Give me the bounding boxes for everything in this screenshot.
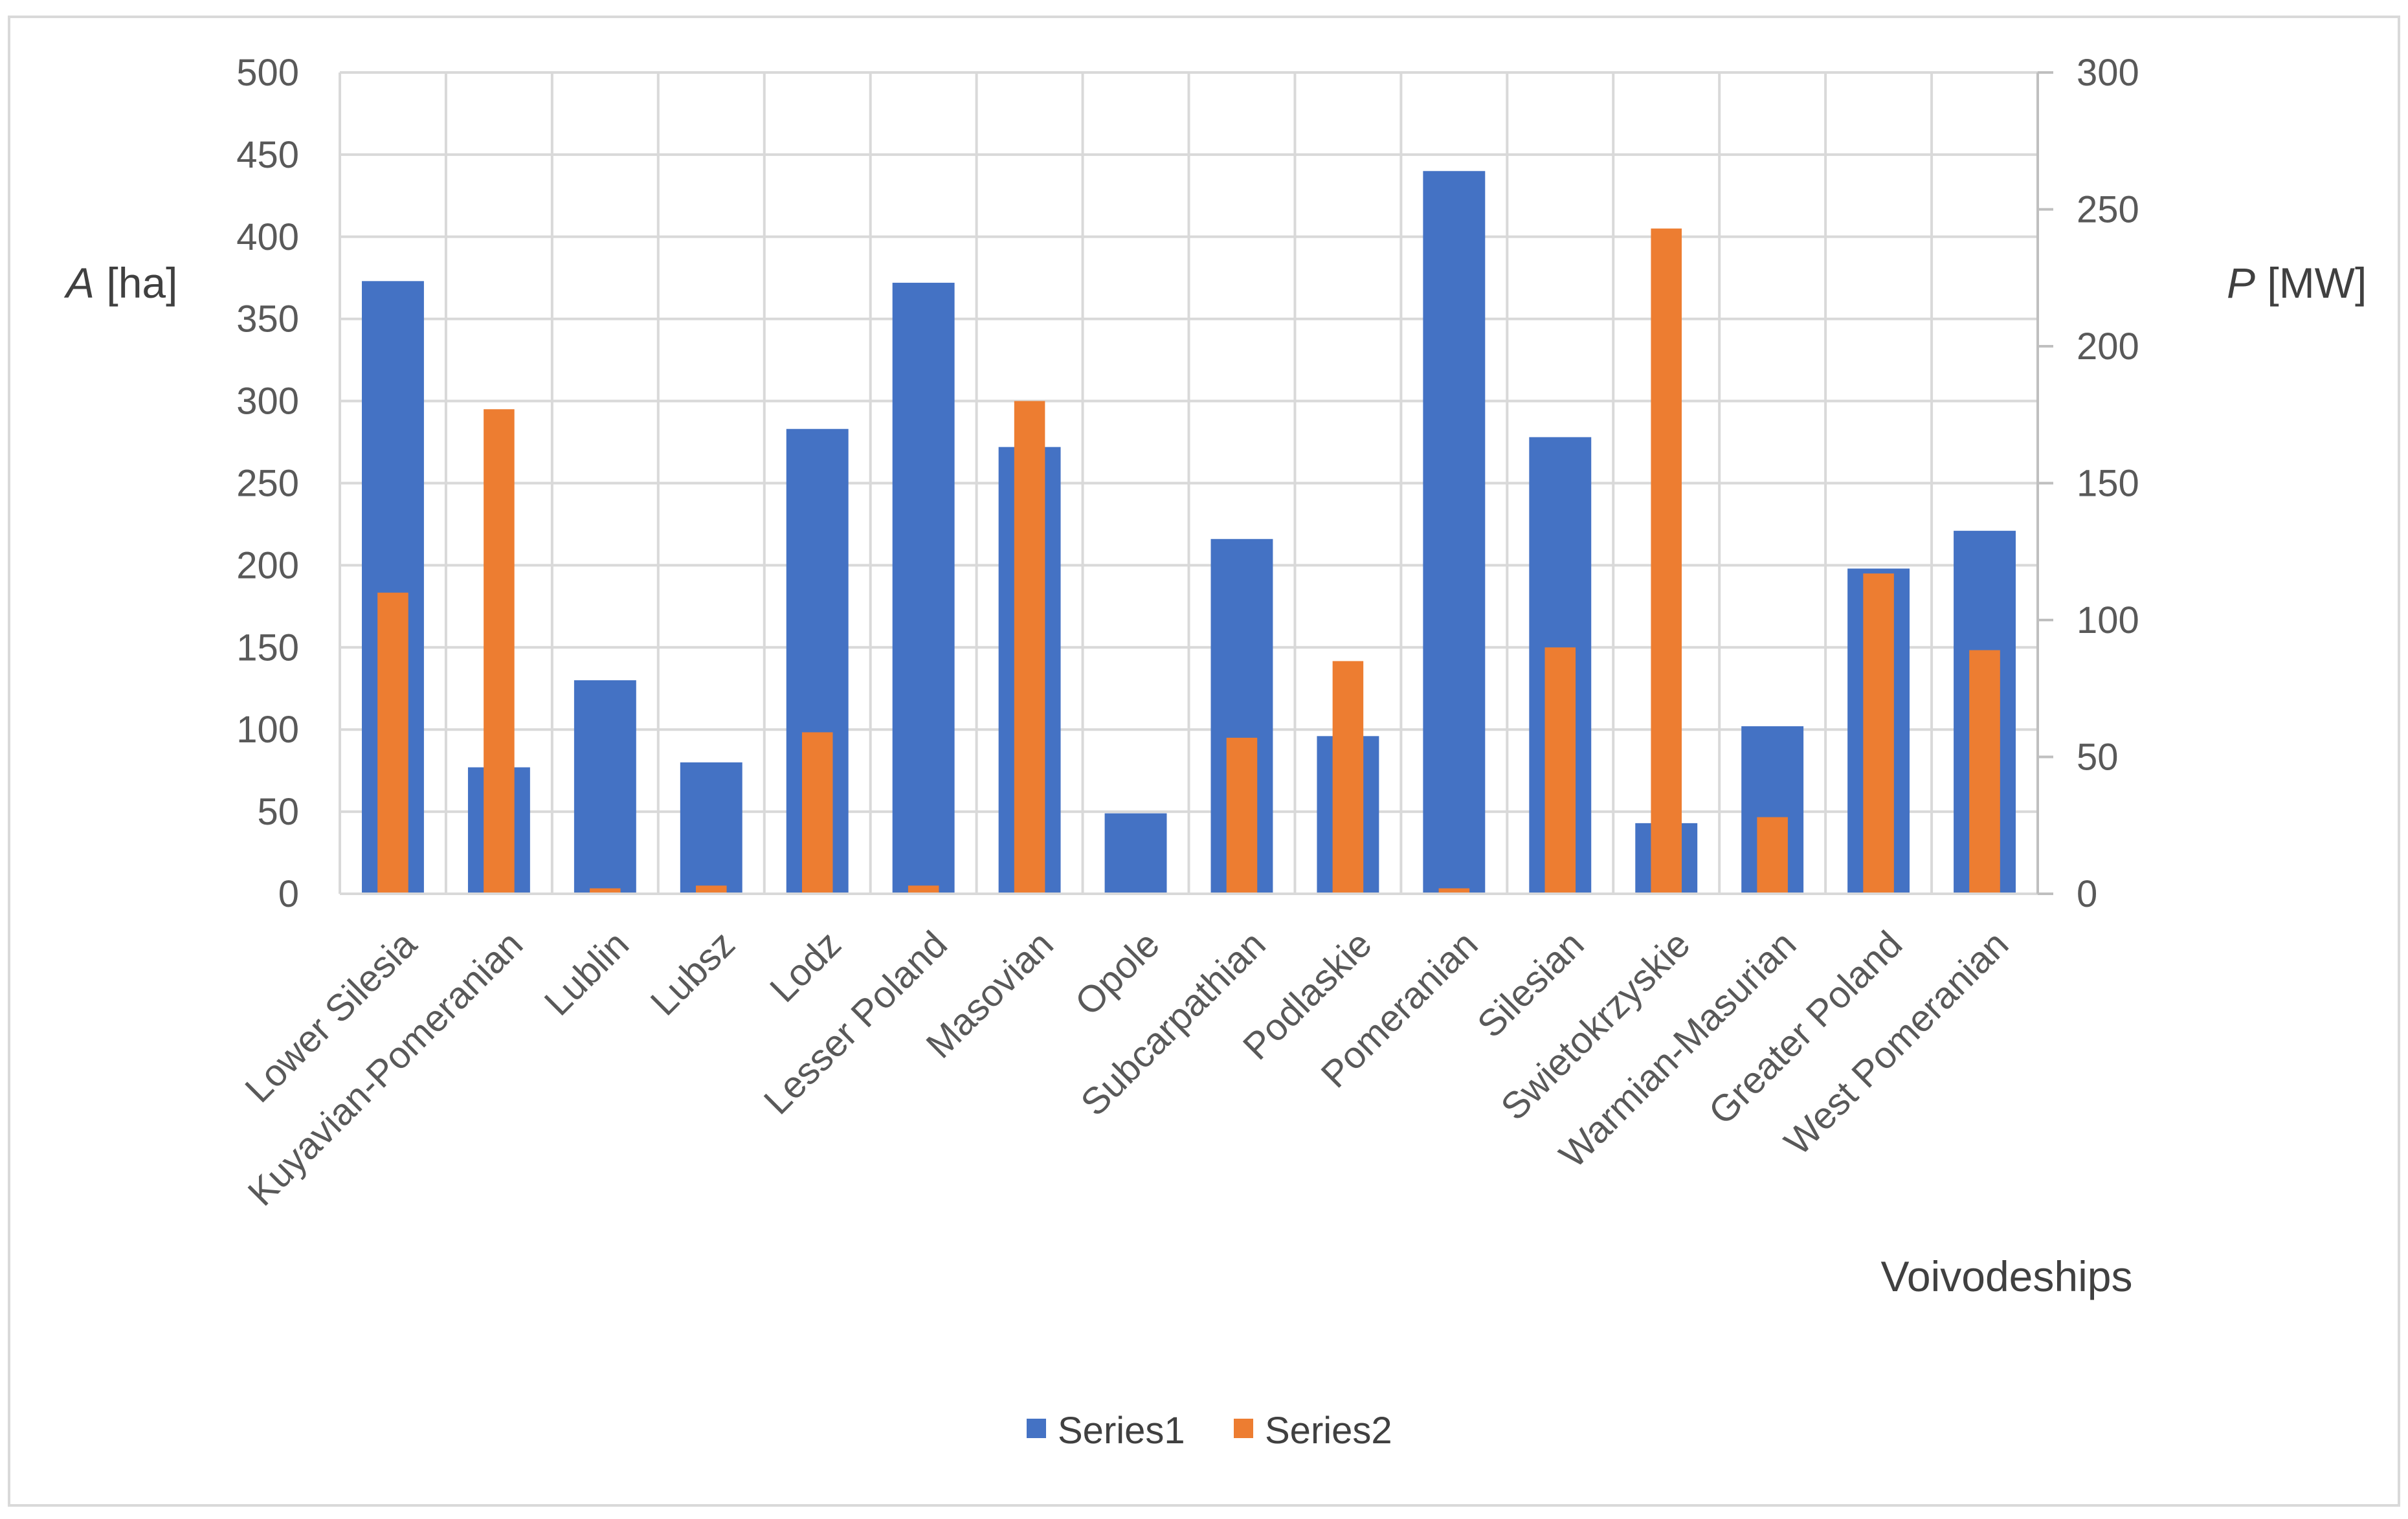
bar-series2 — [801, 732, 833, 894]
bar-series1 — [574, 680, 636, 894]
y-tick-label: 500 — [236, 52, 299, 94]
y2-tick-label: 300 — [2077, 52, 2139, 94]
legend-label-series1: Series1 — [1058, 1410, 1185, 1452]
legend-swatch-series2 — [1234, 1419, 1253, 1438]
bar-series1 — [1104, 813, 1167, 894]
y-tick-label: 100 — [236, 709, 299, 751]
axes — [340, 71, 2053, 895]
legend-swatch-series1 — [1027, 1419, 1046, 1438]
series2-bars — [377, 228, 2000, 894]
bar-series2 — [1969, 650, 2000, 894]
x-axis-title: Voivodeships — [1881, 1252, 2133, 1300]
bar-series2 — [1544, 647, 1576, 894]
y-axis-left-ticks: 0 50 100 150 200 250 300 350 400 450 500 — [236, 52, 299, 915]
y-tick-label: 150 — [236, 626, 299, 669]
bar-series2 — [1651, 228, 1682, 894]
bar-series2 — [1332, 661, 1364, 894]
y-tick-label: 450 — [236, 134, 299, 176]
y2-tick-label: 150 — [2077, 463, 2139, 505]
y2-tick-label: 250 — [2077, 189, 2139, 231]
bar-series2 — [1863, 573, 1894, 894]
y2-tick-label: 50 — [2077, 737, 2119, 779]
bar-series2 — [1438, 888, 1470, 894]
bar-series1 — [680, 762, 742, 894]
y-axis-right-ticks: 0 50 100 150 200 250 300 — [2077, 52, 2139, 915]
bar-series2 — [377, 592, 408, 894]
y-tick-label: 300 — [236, 381, 299, 423]
bar-series2 — [1757, 817, 1788, 894]
y-tick-label: 250 — [236, 463, 299, 505]
legend-label-series2: Series2 — [1265, 1410, 1392, 1452]
y-axis-left-title: A [ha] — [63, 259, 177, 307]
y-tick-label: 400 — [236, 216, 299, 258]
y-tick-label: 200 — [236, 544, 299, 586]
bar-series2 — [696, 885, 727, 894]
y-tick-label: 0 — [278, 873, 299, 915]
y2-tick-label: 100 — [2077, 599, 2139, 641]
bar-series2 — [590, 888, 621, 894]
bar-series2 — [1226, 737, 1258, 894]
legend: Series1 Series2 — [1027, 1410, 1392, 1452]
y2-tick-label: 200 — [2077, 326, 2139, 368]
y-tick-label: 50 — [257, 791, 299, 833]
y-axis-right-title: P [MW] — [2227, 259, 2367, 307]
bar-series2 — [1014, 401, 1045, 894]
bar-series1 — [1423, 171, 1486, 894]
bar-series2 — [908, 885, 939, 894]
y-axis-right-symbol: P — [2227, 259, 2255, 307]
y2-tick-label: 0 — [2077, 873, 2097, 915]
y-axis-left-unit: [ha] — [95, 259, 177, 307]
y-tick-label: 350 — [236, 298, 299, 340]
y-axis-right-unit: [MW] — [2255, 259, 2367, 307]
bar-series2 — [484, 409, 515, 894]
bar-series1 — [892, 282, 955, 894]
y-axis-left-symbol: A — [63, 259, 95, 307]
